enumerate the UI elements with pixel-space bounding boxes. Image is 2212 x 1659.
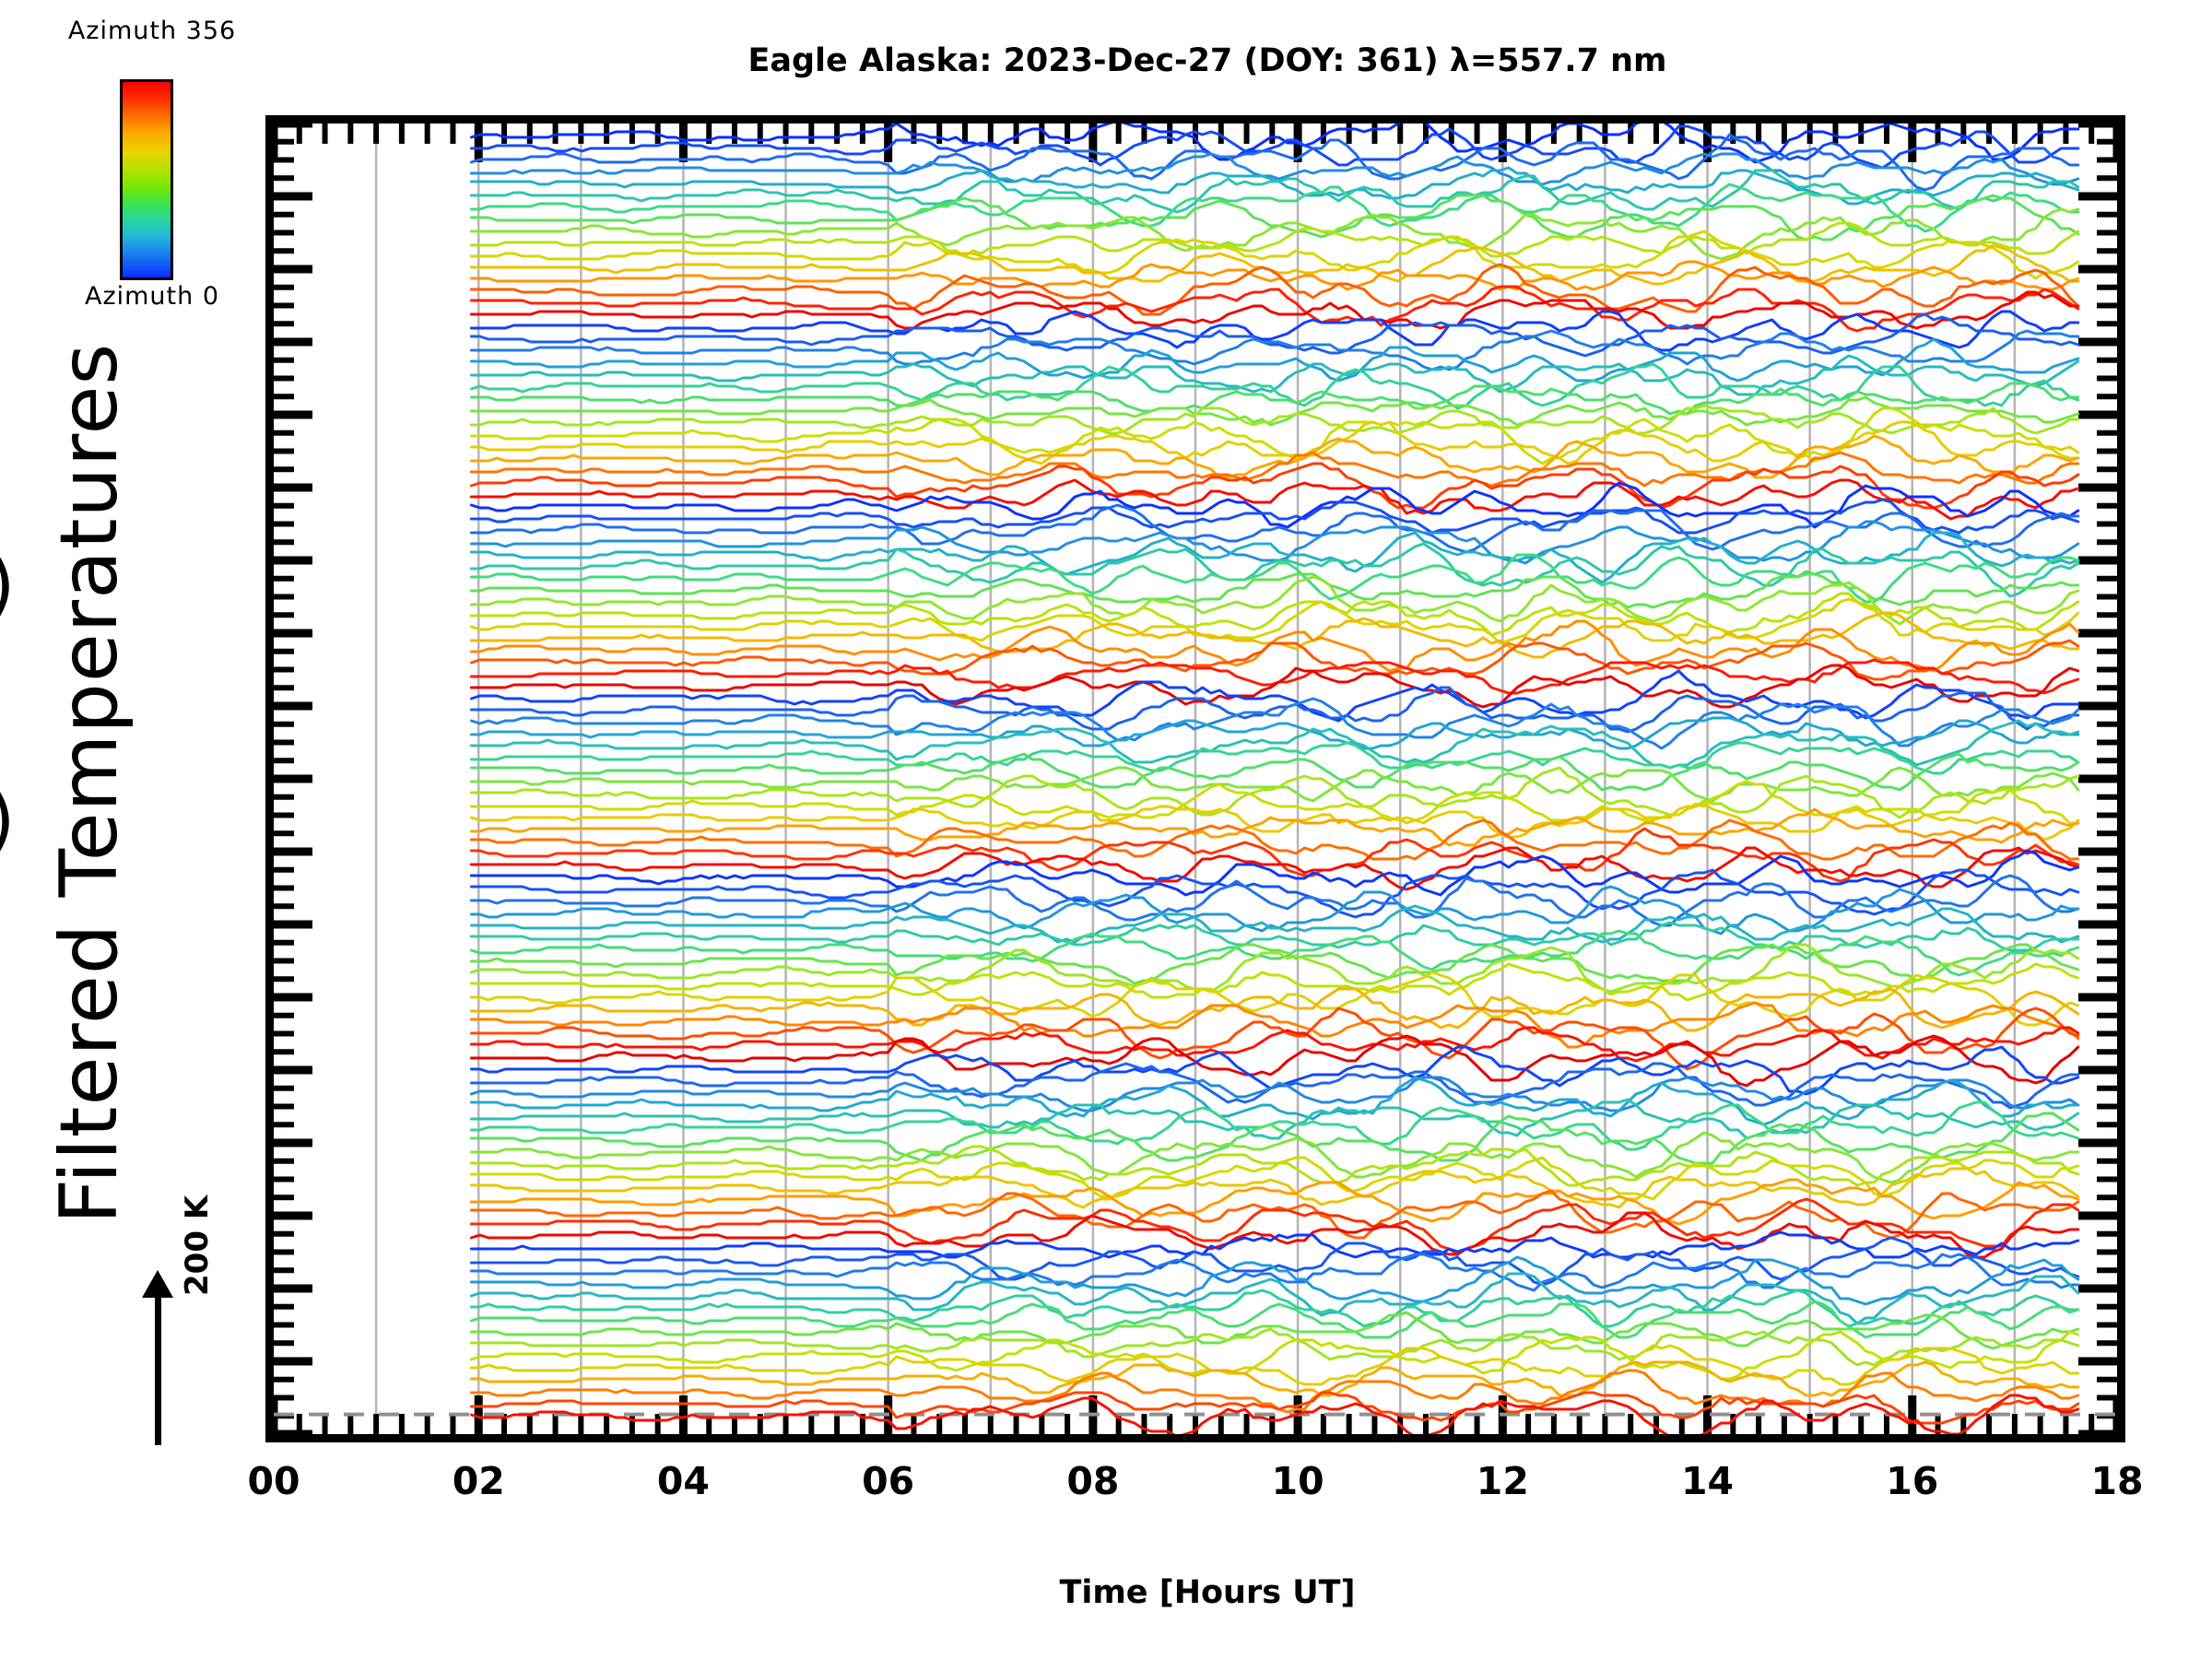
waterfall-line-plot xyxy=(274,124,2117,1434)
colorbar-bottom-label: Azimuth 0 xyxy=(84,282,220,311)
scale-bar-shaft xyxy=(155,1287,161,1445)
x-tick-label-12: 12 xyxy=(1476,1459,1529,1503)
plot-title: Eagle Alaska: 2023-Dec-27 (DOY: 361) λ=5… xyxy=(747,42,1667,79)
temperature-scale-bar: 200 K xyxy=(138,1195,249,1445)
x-tick-label-04: 04 xyxy=(656,1459,710,1503)
plot-frame xyxy=(265,115,2125,1442)
colorbar-top-label: Azimuth 356 xyxy=(67,17,237,45)
clipped-edge-glyph-lower: ) xyxy=(0,779,15,862)
data-traces xyxy=(469,124,2080,1434)
x-axis-ticks xyxy=(274,124,2117,1434)
x-tick-label-02: 02 xyxy=(452,1459,505,1503)
y-axis-ticks xyxy=(274,124,2117,1434)
x-tick-label-14: 14 xyxy=(1681,1459,1735,1503)
colorbar-gradient xyxy=(120,79,173,280)
x-tick-label-16: 16 xyxy=(1886,1459,1939,1503)
x-tick-label-18: 18 xyxy=(2090,1459,2144,1503)
x-tick-label-08: 08 xyxy=(1066,1459,1120,1503)
x-tick-label-06: 06 xyxy=(862,1459,915,1503)
clipped-edge-glyph-upper: ) xyxy=(0,544,15,627)
y-axis-label: Filtered Temperatures xyxy=(43,342,135,1225)
x-tick-label-10: 10 xyxy=(1271,1459,1324,1503)
x-axis-label: Time [Hours UT] xyxy=(1059,1574,1356,1611)
scale-bar-label: 200 K xyxy=(179,1194,216,1296)
x-tick-label-00: 00 xyxy=(247,1459,300,1503)
azimuth-colorbar-legend: Azimuth 356 Azimuth 0 xyxy=(37,17,313,321)
